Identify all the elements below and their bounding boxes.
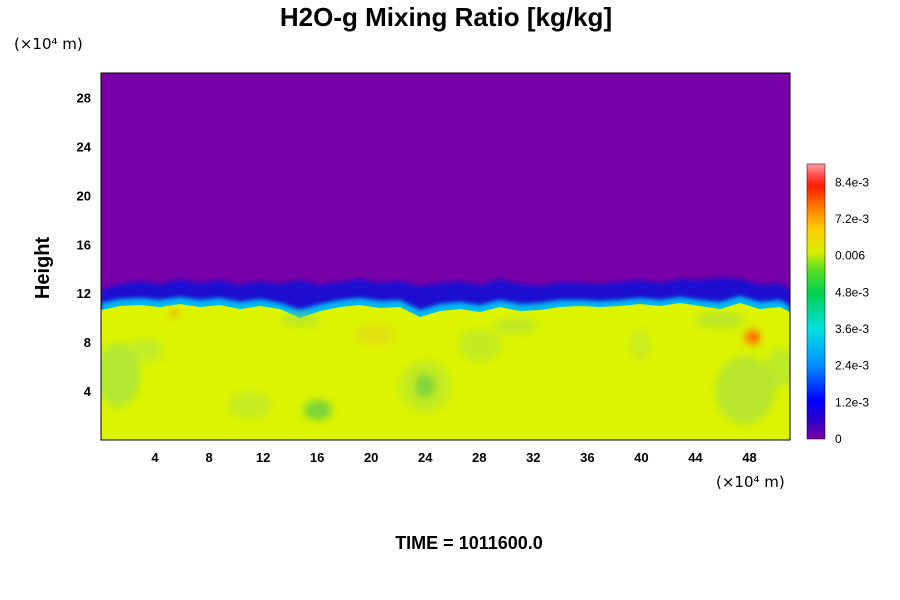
heatmap-field [101, 73, 790, 440]
y-tick-label: 20 [77, 188, 91, 203]
x-tick-label: 28 [472, 450, 486, 465]
moisture-swirls [101, 310, 790, 424]
x-tick-label: 24 [418, 450, 433, 465]
plot-frame [100, 72, 791, 441]
y-axis-ticks: 4 8 12 16 20 24 28 [77, 90, 92, 399]
x-axis-ticks: 4 8 12 16 20 24 28 32 36 40 44 48 [151, 450, 756, 465]
y-axis-label: Height [32, 237, 54, 300]
colorbar-tick-label: 0 [835, 432, 842, 446]
time-label: TIME = 1011600.0 [395, 533, 543, 553]
y-tick-label: 28 [77, 90, 91, 105]
x-tick-label: 32 [526, 450, 540, 465]
y-tick-label: 16 [77, 237, 91, 252]
x-tick-label: 8 [205, 450, 212, 465]
colorbar-tick-label: 4.8e-3 [835, 285, 869, 299]
colorbar-tick-label: 8.4e-3 [835, 175, 869, 189]
x-tick-label: 40 [634, 450, 648, 465]
x-tick-label: 4 [151, 450, 159, 465]
x-tick-label: 12 [256, 450, 270, 465]
colorbar-tick-label: 3.6e-3 [835, 322, 869, 336]
colorbar [806, 163, 826, 440]
y-tick-label: 12 [77, 286, 91, 301]
colorbar-ticks: 8.4e-3 7.2e-3 0.006 4.8e-3 3.6e-3 2.4e-3 1.2e-… [835, 175, 869, 446]
chart-title: H2O-g Mixing Ratio [kg/kg] [280, 2, 612, 32]
colorbar-tick-label: 7.2e-3 [835, 212, 869, 226]
colorbar-tick-label: 0.006 [835, 249, 865, 263]
x-tick-label: 44 [688, 450, 703, 465]
x-tick-label: 48 [742, 450, 756, 465]
x-tick-label: 20 [364, 450, 378, 465]
y-tick-label: 4 [84, 384, 92, 399]
x-axis-unit: (×10⁴ m) [716, 473, 785, 491]
y-tick-label: 8 [84, 335, 91, 350]
y-tick-label: 24 [77, 139, 92, 154]
x-tick-label: 36 [580, 450, 594, 465]
colorbar-tick-label: 2.4e-3 [835, 359, 869, 373]
x-tick-label: 16 [310, 450, 324, 465]
y-axis-unit: (×10⁴ m) [14, 35, 83, 53]
colorbar-tick-label: 1.2e-3 [835, 395, 869, 409]
